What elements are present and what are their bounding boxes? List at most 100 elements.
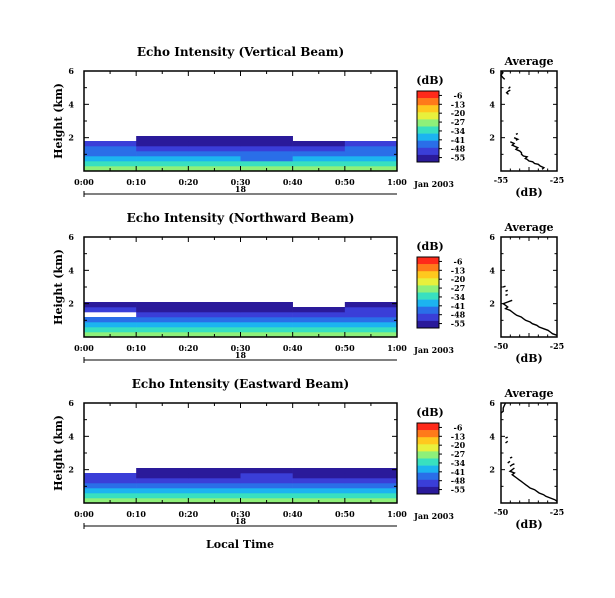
x-tick-label: 0:50 xyxy=(335,177,355,187)
heatmap-cell xyxy=(188,161,241,167)
colorbar: -6-13-20-27-34-41-48-55 xyxy=(416,422,466,495)
average-x-tick-label: -25 xyxy=(550,507,564,517)
colorbar-swatch xyxy=(417,133,439,141)
average-profile-line xyxy=(505,289,508,292)
heatmap-cell xyxy=(136,307,189,313)
heatmap-cell xyxy=(84,473,137,479)
y-tick-label: 6 xyxy=(68,232,74,242)
average-panel: Average 2 4 6 -50 -25 (dB) xyxy=(489,387,564,531)
average-x-tick-label: -50 xyxy=(494,341,509,351)
heatmap-cell xyxy=(136,302,189,308)
colorbar-tick-label: -27 xyxy=(451,449,465,459)
x-tick-label: 0:30 xyxy=(231,177,251,187)
colorbar-unit: (dB) xyxy=(416,406,443,419)
x-tick-label: 0:00 xyxy=(74,509,94,519)
heatmap-cell xyxy=(344,161,398,167)
heatmap-cell xyxy=(292,307,346,313)
heatmap-cell xyxy=(136,312,189,318)
panel-title: Echo Intensity (Northward Beam) xyxy=(127,211,355,225)
colorbar-swatch xyxy=(417,271,439,279)
heatmap-cell xyxy=(188,146,241,152)
colorbar-tick-label: -20 xyxy=(451,108,466,118)
average-profile-line xyxy=(513,137,520,141)
heatmap-cell xyxy=(240,483,293,489)
x-tick-label: 1:00 xyxy=(387,177,407,187)
average-profile-line xyxy=(510,141,546,170)
heatmap-cell xyxy=(344,327,398,333)
y-tick-label: 2 xyxy=(68,465,74,475)
heatmap-cell xyxy=(188,141,241,147)
panel-title: Echo Intensity (Vertical Beam) xyxy=(137,45,344,59)
heatmap-cell xyxy=(188,136,241,142)
average-profile-line xyxy=(502,285,506,288)
average-y-tick-label: 6 xyxy=(489,232,495,242)
colorbar-tick-label: -48 xyxy=(451,144,466,154)
average-title: Average xyxy=(503,221,553,234)
heatmap-cell xyxy=(344,312,398,318)
colorbar-tick-label: -20 xyxy=(451,274,466,284)
average-y-tick-label: 4 xyxy=(489,431,495,441)
date-label: Jan 2003 xyxy=(413,511,454,521)
x-tick-label: 0:00 xyxy=(74,177,94,187)
y-axis-label: Height (km) xyxy=(52,249,65,325)
average-frame xyxy=(500,70,558,172)
y-tick-label: 6 xyxy=(68,398,74,408)
heatmap-cell xyxy=(240,151,293,157)
y-axis-label: Height (km) xyxy=(52,415,65,491)
colorbar-tick-label: -6 xyxy=(454,256,463,266)
average-panel: Average 2 4 6 -55 -25 (dB) xyxy=(489,55,564,199)
heatmap-cell xyxy=(292,156,346,162)
heatmap-cell xyxy=(136,151,189,157)
average-y-tick-label: 4 xyxy=(489,265,495,275)
heatmap-cell xyxy=(240,156,293,162)
colorbar-frame xyxy=(416,256,440,329)
colorbar-swatch xyxy=(417,278,439,286)
average-profile-line xyxy=(509,456,513,459)
average-x-tick-label: -55 xyxy=(494,175,508,185)
colorbar-swatch xyxy=(417,486,439,495)
average-y-tick-label: 6 xyxy=(489,398,495,408)
heatmap-cell xyxy=(292,322,346,328)
average-profile-line xyxy=(500,402,507,414)
colorbar-tick-label: -27 xyxy=(451,283,465,293)
average-profile-line xyxy=(509,463,515,467)
heatmap-cell xyxy=(240,493,293,499)
colorbar-swatch xyxy=(417,444,439,452)
heatmap-cell xyxy=(344,307,398,313)
colorbar-frame xyxy=(416,422,440,495)
heatmap-cell xyxy=(188,478,241,484)
heatmap-cell xyxy=(344,488,398,494)
heatmap-cell xyxy=(240,141,293,147)
heatmap-cell xyxy=(344,322,398,328)
colorbar-tick-label: -13 xyxy=(451,431,466,441)
heatmap-cell xyxy=(84,146,137,152)
day-label: 18 xyxy=(235,516,247,526)
heatmap-cell xyxy=(84,493,137,499)
heatmap-cell xyxy=(136,141,189,147)
average-y-tick-label: 2 xyxy=(489,133,495,143)
heatmap-cell xyxy=(344,478,398,484)
y-tick-label: 4 xyxy=(68,265,74,275)
heatmap-cell xyxy=(136,493,189,499)
heatmap-cell xyxy=(84,322,137,328)
heatmap-cell xyxy=(240,488,293,494)
average-profile-line xyxy=(505,440,509,444)
heatmap-cell xyxy=(292,483,346,489)
colorbar-tick-label: -55 xyxy=(451,485,465,495)
heatmap-cell xyxy=(84,141,137,147)
average-profile-line xyxy=(505,89,511,95)
heatmap-cell xyxy=(136,161,189,167)
heatmap-cell xyxy=(84,302,137,308)
colorbar-swatch xyxy=(417,112,439,120)
heatmap-cell xyxy=(188,483,241,489)
date-label: Jan 2003 xyxy=(413,345,454,355)
heatmap-cell xyxy=(292,141,346,147)
heatmap-cell xyxy=(292,478,346,484)
average-x-label: (dB) xyxy=(515,352,542,365)
average-profile-line xyxy=(500,70,506,80)
heatmap-cell xyxy=(240,478,293,484)
heatmap-cell xyxy=(84,483,137,489)
heatmap-cell xyxy=(292,151,346,157)
colorbar-tick-label: -20 xyxy=(451,440,466,450)
average-x-label: (dB) xyxy=(515,186,542,199)
